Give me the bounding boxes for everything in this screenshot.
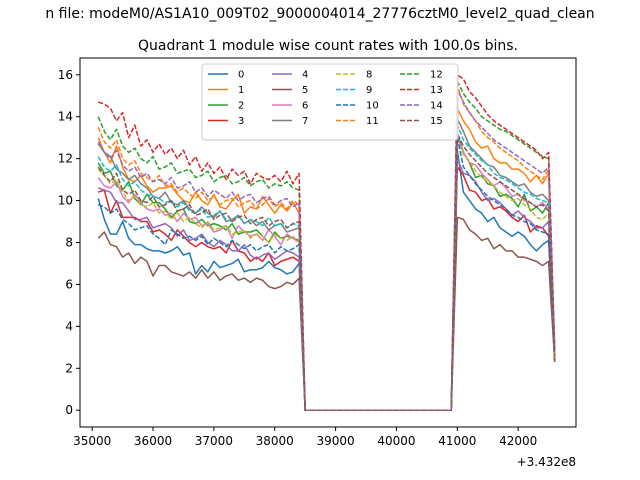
- series-line-4: [98, 157, 556, 411]
- series-line-5: [97, 216, 556, 411]
- legend-label-5: 5: [302, 85, 308, 96]
- y-tick-label: 0: [65, 403, 73, 417]
- series-line-12: [97, 80, 556, 411]
- x-tick-label: 38000: [256, 434, 294, 448]
- x-tick-label: 37000: [195, 434, 233, 448]
- series-line-11: [97, 84, 556, 411]
- figure-suptitle: n file: modeM0/AS1A10_009T02_9000004014_…: [45, 6, 594, 22]
- legend-label-13: 13: [430, 85, 443, 96]
- x-tick-label: 41000: [438, 434, 476, 448]
- y-tick-label: 8: [65, 236, 73, 250]
- series-line-3: [98, 166, 556, 411]
- y-tick-label: 6: [65, 277, 73, 291]
- legend-label-9: 9: [366, 85, 372, 96]
- legend-label-3: 3: [238, 116, 244, 127]
- x-axis-offset-label: +3.432e8: [517, 455, 576, 469]
- legend-label-11: 11: [366, 116, 379, 127]
- series-line-8: [97, 141, 556, 411]
- legend-frame: [201, 63, 459, 141]
- legend-label-4: 4: [302, 70, 308, 81]
- y-tick-label: 4: [65, 319, 73, 333]
- series-line-13: [98, 74, 556, 411]
- legend-label-7: 7: [302, 116, 308, 127]
- y-tick-label: 14: [58, 110, 73, 124]
- series-line-7: [97, 118, 556, 411]
- y-axis: 0 2 4 6 8 10 12 14 16: [58, 68, 80, 417]
- legend-label-8: 8: [366, 70, 372, 81]
- x-axis: 35000 36000 37000 38000 39000 40000 41000 42000: [73, 427, 537, 448]
- series-line-14: [97, 88, 556, 411]
- plot-lines: [97, 74, 556, 411]
- series-line-6: [97, 136, 556, 411]
- y-tick-label: 2: [65, 361, 73, 375]
- legend-label-6: 6: [302, 101, 308, 112]
- legend-label-0: 0: [238, 70, 244, 81]
- legend-label-1: 1: [238, 85, 244, 96]
- series-line-9: [97, 124, 556, 411]
- series-line-0: [97, 149, 556, 411]
- y-tick-label: 12: [58, 152, 73, 166]
- x-tick-label: 40000: [377, 434, 415, 448]
- legend-label-10: 10: [366, 101, 379, 112]
- legend-label-12: 12: [430, 70, 443, 81]
- series-line-15: [97, 132, 556, 411]
- x-tick-label: 42000: [499, 434, 537, 448]
- x-tick-label: 36000: [134, 434, 172, 448]
- series-line-10: [98, 136, 556, 411]
- series-line-2: [97, 132, 556, 411]
- legend-label-15: 15: [430, 116, 443, 127]
- y-tick-label: 10: [58, 194, 73, 208]
- x-tick-label: 39000: [317, 434, 355, 448]
- series-line-1: [97, 107, 556, 411]
- legend-label-14: 14: [430, 101, 443, 112]
- legend-label-2: 2: [238, 101, 244, 112]
- axes-title: Quadrant 1 module wise count rates with …: [138, 38, 518, 54]
- y-tick-label: 16: [58, 68, 73, 82]
- x-tick-label: 35000: [73, 434, 111, 448]
